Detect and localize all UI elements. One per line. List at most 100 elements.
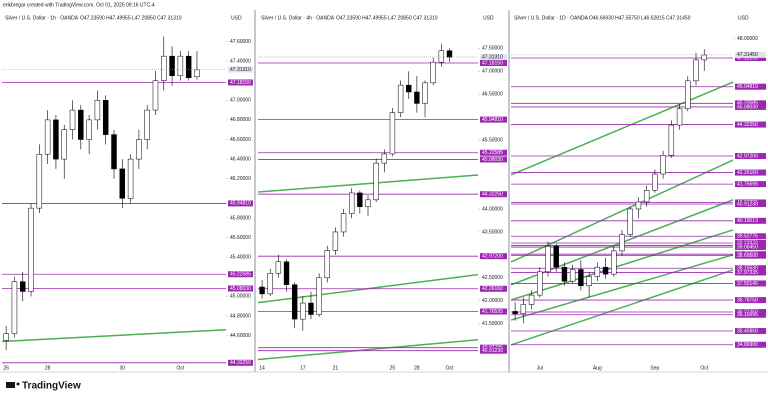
candle-body: [685, 80, 691, 110]
level-label-bg: [735, 217, 766, 224]
level-label: 42.26160: [482, 286, 503, 292]
candle-body: [316, 277, 322, 315]
candle-body: [127, 158, 134, 199]
level-label-bg: [735, 181, 766, 188]
candle-body: [20, 281, 26, 292]
level-label: 47.18150: [737, 55, 758, 61]
level-label-bg: [735, 297, 766, 304]
trendline: [1, 328, 227, 343]
x-tick-label: Oct: [176, 365, 184, 371]
y-tick-label: 45.50000: [482, 138, 503, 144]
y-tick-label: 44.80000: [230, 313, 251, 319]
candle-body: [111, 134, 117, 170]
candle-body: [136, 139, 142, 160]
trendline: [510, 229, 734, 301]
ohlc-values: O47.23590 H47.49955 L47.20850 C47.31310: [336, 15, 438, 21]
candle-body: [446, 50, 453, 58]
level-label-bg: [480, 344, 507, 351]
level-label-bg: [228, 285, 253, 292]
logo: TradingView: [6, 381, 81, 392]
candle-body: [701, 54, 707, 61]
currency-label: USD: [738, 15, 749, 21]
candle-body: [86, 119, 92, 140]
level-label-bg: [735, 265, 766, 272]
level-label-bg: [480, 60, 507, 67]
level-label: 42.97200: [737, 153, 758, 159]
candle-body: [406, 84, 412, 93]
y-tick-label: 44.60000: [230, 333, 251, 339]
y-tick-label: 41.50000: [482, 321, 503, 327]
level-label-bg: [228, 359, 253, 366]
level-label-bg: [480, 149, 507, 156]
ohlc-values: O47.23590 H47.49955 L47.20850 C47.31310: [80, 15, 182, 21]
logo-icon: [16, 382, 20, 386]
logo-icon: [6, 382, 15, 388]
candle-body: [602, 266, 609, 275]
level-label: 40.19013: [737, 218, 758, 224]
candle-body: [660, 155, 666, 175]
candle-body: [643, 190, 650, 203]
level-label-bg: [735, 100, 766, 107]
candle-body: [537, 271, 543, 296]
x-tick-label: Oct: [700, 365, 708, 371]
last-price-label: 47.31450: [737, 52, 758, 58]
x-tick-label: 14: [259, 365, 265, 371]
candle-body: [161, 55, 167, 81]
candle-body: [676, 108, 683, 126]
candle-body: [594, 266, 601, 277]
candle-body: [569, 269, 576, 282]
level-label-bg: [480, 285, 507, 292]
y-tick-label: 42.50000: [482, 275, 503, 281]
candle-body: [53, 119, 59, 160]
x-tick-label: 30: [120, 365, 126, 371]
x-tick-label: 26: [3, 365, 9, 371]
candle-body: [652, 173, 658, 191]
candle-body: [545, 245, 551, 273]
level-label: 39.06450: [737, 244, 758, 250]
candle-body: [44, 119, 51, 155]
candle-body: [28, 207, 34, 292]
level-label-bg: [735, 269, 766, 276]
candle-body: [693, 59, 699, 82]
level-label: 36.78750: [737, 297, 758, 303]
level-label-bg: [735, 103, 766, 110]
level-label: 47.18150: [230, 80, 251, 86]
level-label-bg: [735, 169, 766, 176]
y-tick-label: 46.80000: [230, 117, 251, 123]
candle-body: [267, 272, 273, 295]
y-tick-label: 45.40000: [230, 254, 251, 260]
candle-body: [332, 231, 339, 251]
candle-body: [422, 82, 428, 104]
level-label-bg: [480, 253, 507, 260]
y-tick-label: 47.00000: [482, 69, 503, 75]
candle-body: [102, 100, 109, 135]
candle-body: [324, 250, 330, 279]
level-label: 45.23585: [737, 101, 758, 107]
level-label: 45.08030: [230, 286, 251, 292]
level-label-bg: [735, 252, 766, 259]
candle-body: [619, 234, 625, 252]
candle-body: [194, 69, 200, 77]
y-tick-label: 48.00000: [737, 36, 758, 42]
y-tick-label: 46.50000: [482, 92, 503, 98]
logo-text: TradingView: [22, 381, 81, 392]
candle-body: [340, 213, 347, 233]
header-text: erikbregar created with TradingView.com,…: [3, 2, 155, 8]
currency-label: USD: [483, 15, 494, 21]
candle-body: [11, 281, 18, 334]
y-tick-label: 42.00000: [482, 298, 503, 304]
level-label-bg: [228, 271, 253, 278]
level-label: 45.94810: [230, 201, 251, 207]
candle-body: [152, 80, 159, 111]
y-tick-label: 47.40000: [230, 58, 251, 64]
candle-body: [283, 261, 290, 285]
level-label: 45.94810: [737, 84, 758, 90]
level-label: 44.32250: [482, 192, 503, 198]
level-label: 41.76595: [737, 181, 758, 187]
last-price-bg: [228, 66, 253, 73]
candle-body: [169, 55, 175, 77]
level-label-bg: [228, 200, 253, 207]
level-label-bg: [735, 201, 766, 208]
y-tick-label: 46.20000: [230, 176, 251, 182]
